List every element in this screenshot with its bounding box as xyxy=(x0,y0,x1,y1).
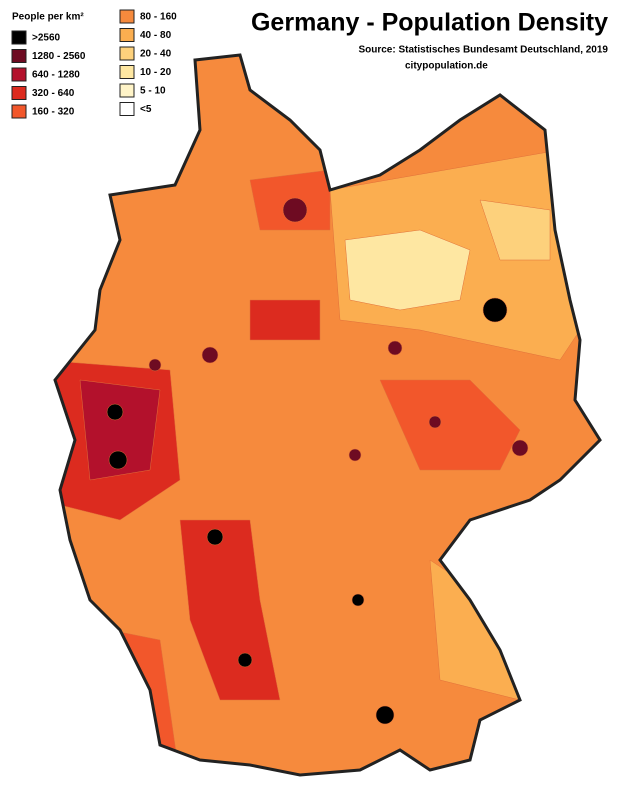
region xyxy=(79,379,161,481)
legend-swatch xyxy=(11,49,27,63)
legend-label: 160 - 320 xyxy=(32,107,75,118)
city xyxy=(351,593,365,607)
city xyxy=(428,415,442,429)
region xyxy=(379,379,521,471)
legend-swatch xyxy=(119,102,135,116)
legend-label: 20 - 40 xyxy=(140,49,172,60)
city xyxy=(201,346,219,364)
legend-label: 10 - 20 xyxy=(140,67,172,78)
site: citypopulation.de xyxy=(405,61,488,72)
legend-swatch xyxy=(11,30,27,45)
city xyxy=(482,297,508,323)
legend-swatch xyxy=(119,28,135,42)
legend-swatch xyxy=(119,65,135,79)
legend-swatch xyxy=(11,104,27,119)
city xyxy=(108,450,128,470)
city xyxy=(387,340,403,356)
city xyxy=(237,652,253,668)
city xyxy=(348,448,362,462)
city xyxy=(511,439,529,457)
legend-label: 5 - 10 xyxy=(140,86,166,97)
region xyxy=(249,299,321,341)
legend-label: 320 - 640 xyxy=(32,88,75,99)
region xyxy=(429,559,521,701)
legend-label: 40 - 80 xyxy=(140,30,172,41)
city xyxy=(106,403,124,421)
legend-label: 640 - 1280 xyxy=(32,70,80,81)
legend-swatch xyxy=(119,83,135,98)
city xyxy=(282,197,308,223)
legend-label: 80 - 160 xyxy=(140,12,177,23)
region xyxy=(179,519,281,701)
source: Source: Statistisches Bundesamt Deutschl… xyxy=(358,45,608,56)
legend-swatch xyxy=(119,9,135,24)
legend-swatch xyxy=(119,46,135,61)
region xyxy=(479,199,551,261)
legend-label: >2560 xyxy=(32,33,61,44)
legend-label: 1280 - 2560 xyxy=(32,51,86,62)
city xyxy=(206,528,224,546)
city xyxy=(148,358,162,372)
city xyxy=(375,705,395,725)
legend: >2560 1280 - 2560 640 - 1280 320 - 640 160 -… xyxy=(11,9,177,119)
region xyxy=(344,229,471,311)
legend-swatch xyxy=(11,67,27,82)
map-title: Germany - Population Density xyxy=(251,9,608,37)
legend-label: <5 xyxy=(140,104,152,115)
legend-title: People per km² xyxy=(12,12,84,23)
legend-swatch xyxy=(11,86,27,100)
